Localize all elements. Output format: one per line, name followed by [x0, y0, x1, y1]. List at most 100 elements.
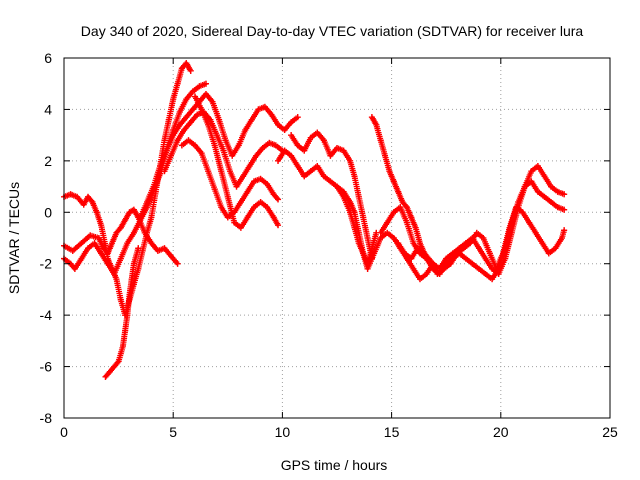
- data-point: [198, 150, 205, 157]
- data-point: [89, 199, 96, 205]
- data-point: [183, 60, 190, 67]
- data-point: [242, 127, 249, 133]
- data-point: [377, 235, 384, 241]
- data-point: [441, 265, 448, 272]
- data-point: [220, 147, 227, 154]
- x-tick-label: 25: [602, 424, 618, 440]
- data-point: [187, 67, 194, 74]
- data-point: [421, 250, 428, 257]
- data-point: [174, 80, 181, 87]
- data-point: [248, 116, 255, 123]
- data-point: [351, 173, 358, 180]
- data-point: [340, 193, 347, 200]
- data-point: [403, 219, 410, 226]
- data-point: [360, 250, 367, 257]
- data-point: [281, 127, 288, 133]
- data-point: [320, 137, 327, 144]
- data-point: [80, 201, 87, 208]
- data-point: [395, 240, 402, 247]
- y-tick-label: 4: [44, 101, 52, 117]
- data-point: [74, 193, 81, 200]
- data-point: [368, 114, 375, 121]
- data-point: [268, 111, 275, 118]
- data-point: [275, 196, 282, 203]
- data-point: [246, 163, 253, 169]
- data-point: [170, 132, 177, 139]
- data-point: [371, 250, 378, 257]
- data-point: [98, 250, 105, 257]
- data-point: [124, 312, 131, 319]
- data-point: [174, 260, 181, 267]
- data-point: [113, 229, 120, 236]
- data-point: [255, 106, 262, 113]
- data-point: [534, 163, 541, 169]
- data-point: [100, 245, 107, 252]
- data-point: [233, 183, 240, 190]
- data-point: [261, 103, 268, 110]
- series-trace-13: [377, 178, 568, 283]
- data-point: [253, 152, 260, 159]
- data-point: [473, 229, 480, 236]
- data-point: [251, 178, 258, 185]
- data-point: [189, 106, 196, 113]
- data-point: [554, 188, 561, 195]
- data-point: [257, 199, 264, 205]
- y-tick-label: 6: [44, 50, 52, 66]
- y-tick-label: 0: [44, 204, 52, 220]
- y-tick-label: -8: [40, 410, 53, 426]
- data-point: [493, 265, 500, 272]
- data-point: [480, 235, 487, 241]
- data-point: [259, 145, 266, 151]
- series-trace-11: [334, 183, 380, 267]
- data-point: [526, 219, 533, 226]
- data-point: [384, 219, 391, 226]
- data-point: [176, 109, 183, 115]
- chart-title: Day 340 of 2020, Sidereal Day-to-day VTE…: [81, 23, 584, 39]
- data-point: [408, 214, 415, 221]
- data-point: [222, 137, 229, 144]
- data-point: [104, 250, 111, 257]
- data-point: [130, 206, 137, 213]
- data-point: [135, 245, 142, 252]
- data-point: [111, 271, 118, 277]
- data-point: [340, 147, 347, 154]
- data-point: [414, 245, 421, 252]
- data-point: [240, 173, 247, 180]
- data-point: [139, 247, 146, 254]
- data-point: [244, 188, 251, 195]
- data-point: [218, 168, 225, 175]
- data-point: [192, 142, 199, 149]
- data-point: [386, 168, 393, 175]
- data-point: [272, 142, 279, 149]
- data-point: [187, 119, 194, 126]
- data-point: [218, 204, 225, 211]
- data-point: [347, 209, 354, 216]
- data-point: [235, 142, 242, 149]
- data-point: [185, 137, 192, 144]
- data-point: [390, 209, 397, 216]
- data-point: [231, 219, 238, 226]
- data-point: [548, 199, 555, 205]
- data-point: [482, 271, 489, 277]
- data-point: [288, 152, 295, 159]
- data-point: [183, 96, 190, 103]
- data-point: [475, 265, 482, 272]
- data-point: [148, 240, 155, 247]
- data-point: [360, 214, 367, 221]
- data-point: [541, 193, 548, 200]
- series-trace-1: [61, 60, 194, 319]
- data-point: [126, 291, 133, 298]
- data-point: [161, 245, 168, 252]
- data-point: [229, 152, 236, 159]
- data-point: [384, 229, 391, 236]
- data-point: [143, 199, 150, 205]
- data-point: [67, 191, 74, 198]
- plot-frame: [63, 57, 611, 419]
- data-point: [270, 191, 277, 198]
- data-point: [327, 178, 334, 185]
- data-point: [486, 250, 493, 257]
- data-point: [202, 91, 209, 97]
- data-point: [264, 204, 271, 211]
- data-point: [264, 181, 271, 187]
- data-point: [368, 245, 375, 252]
